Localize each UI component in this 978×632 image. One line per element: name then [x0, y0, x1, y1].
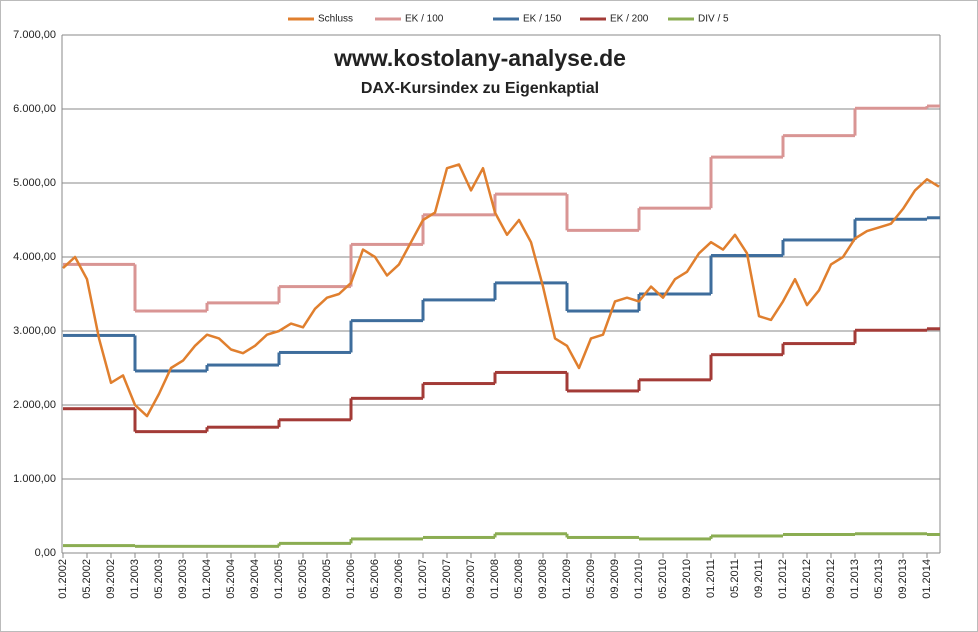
series-line — [62, 163, 940, 418]
chart-title: www.kostolany-analyse.de — [333, 45, 626, 71]
x-tick-label: 01.2007 — [417, 559, 429, 599]
x-tick-label: 01.2013 — [849, 559, 861, 599]
x-tick-label: 09.2008 — [537, 559, 549, 599]
x-tick-label: 01.2006 — [345, 559, 357, 599]
x-tick-label: 05.2010 — [657, 559, 669, 599]
x-tick-label: 01.2014 — [921, 559, 933, 599]
x-tick-label: 01.2002 — [57, 559, 69, 599]
y-tick-label: 5.000,00 — [13, 177, 56, 189]
x-tick-label: 01.2012 — [777, 559, 789, 599]
x-tick-label: 09.2002 — [105, 559, 117, 599]
x-tick-label: 05.2012 — [801, 559, 813, 599]
y-tick-label: 6.000,00 — [13, 103, 56, 115]
x-tick-label: 01.2009 — [561, 559, 573, 599]
x-tick-label: 01.2010 — [633, 559, 645, 599]
x-tick-label: 09.2004 — [249, 559, 261, 599]
x-tick-label: 01.2011 — [705, 559, 717, 598]
x-tick-label: 05.2002 — [81, 559, 93, 599]
x-tick-label: 05.2011 — [729, 559, 741, 598]
x-tick-label: 01.2008 — [489, 559, 501, 599]
chart-subtitle: DAX-Kursindex zu Eigenkaptial — [361, 80, 599, 97]
x-tick-label: 05.2008 — [513, 559, 525, 599]
y-tick-label: 7.000,00 — [13, 29, 56, 41]
x-tick-label: 05.2005 — [297, 559, 309, 599]
x-tick-label: 05.2004 — [225, 559, 237, 599]
x-tick-label: 09.2006 — [393, 559, 405, 599]
legend-label: EK / 200 — [610, 14, 649, 25]
x-tick-label: 01.2005 — [273, 559, 285, 599]
x-tick-label: 09.2013 — [897, 559, 909, 599]
x-tick-label: 09.2012 — [825, 559, 837, 599]
x-tick-label: 09.2010 — [681, 559, 693, 599]
legend-label: Schluss — [318, 14, 353, 25]
x-tick-label: 05.2013 — [873, 559, 885, 599]
legend-label: DIV / 5 — [698, 14, 729, 25]
y-tick-label: 3.000,00 — [13, 325, 56, 337]
x-tick-label: 05.2003 — [153, 559, 165, 599]
x-tick-label: 09.2003 — [177, 559, 189, 599]
x-tick-label: 09.2011 — [753, 559, 765, 598]
legend-label: EK / 150 — [523, 14, 562, 25]
x-tick-label: 09.2005 — [321, 559, 333, 599]
legend-label: EK / 100 — [405, 14, 444, 25]
x-tick-label: 05.2007 — [441, 559, 453, 599]
x-tick-label: 05.2009 — [585, 559, 597, 599]
y-tick-label: 0,00 — [35, 547, 56, 559]
y-tick-label: 4.000,00 — [13, 251, 56, 263]
x-tick-label: 01.2004 — [201, 559, 213, 599]
x-tick-label: 09.2009 — [609, 559, 621, 599]
x-tick-label: 01.2003 — [129, 559, 141, 599]
y-tick-label: 1.000,00 — [13, 473, 56, 485]
x-tick-label: 05.2006 — [369, 559, 381, 599]
y-tick-label: 2.000,00 — [13, 399, 56, 411]
x-tick-label: 09.2007 — [465, 559, 477, 599]
